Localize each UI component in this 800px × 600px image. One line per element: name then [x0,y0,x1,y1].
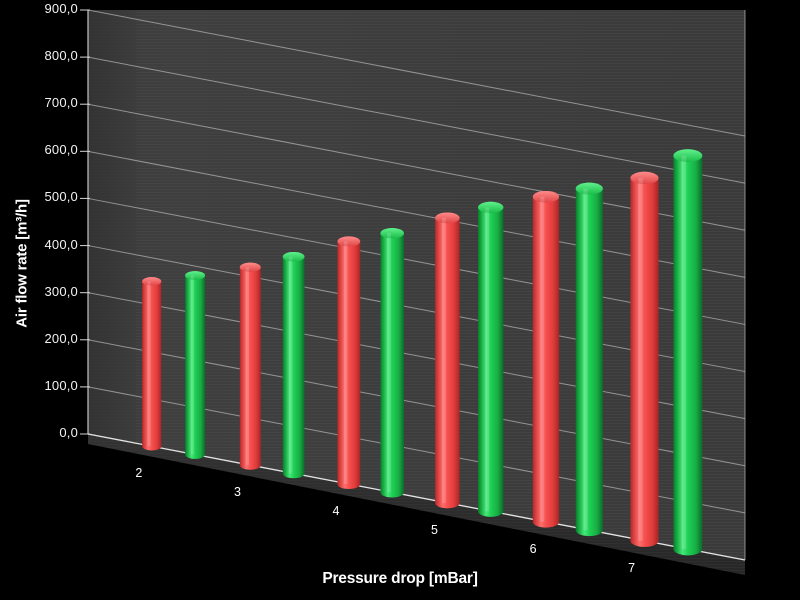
bar-series-2 [575,182,603,537]
bar-highlight [343,241,348,485]
bar-series-1 [630,171,659,547]
bar-highlight [147,281,151,447]
bar-body [380,228,404,498]
bar-series-2 [380,228,404,498]
bar-series-2 [478,201,504,517]
x-axis-tick-label: 7 [628,560,636,575]
y-axis-tick-label: 100,0 [44,377,78,393]
y-axis-tick-label: 700,0 [44,95,78,111]
x-axis-tick-label: 4 [332,504,340,519]
y-axis-tick-label: 200,0 [44,330,78,346]
y-axis-title: Air flow rate [m³/h] [13,199,31,328]
bar-highlight [441,217,446,503]
gridline [87,9,746,137]
bar-top-cap [337,236,361,247]
bar-highlight [190,275,194,455]
bar-highlight [681,155,687,550]
bar-highlight [540,196,545,522]
bar-highlight [485,207,490,512]
bar-body [435,212,460,509]
bar-highlight [638,177,643,541]
bar-top-cap [532,190,560,203]
bar-body [282,251,305,479]
x-axis-tick-label: 6 [529,541,537,556]
y-axis-tick-label: 800,0 [44,48,78,64]
bar-top-cap [630,171,659,185]
bar-top-cap [185,271,206,280]
bar-top-cap [575,182,603,195]
bar-top-cap [142,277,162,286]
bar-top-cap [435,212,460,224]
bar-top-cap [478,201,504,213]
bar-top-cap [239,262,261,272]
bar-series-1 [142,277,162,451]
y-axis-tick-label: 300,0 [44,283,78,299]
gridline [87,56,746,184]
bar-series-2 [673,149,703,556]
bar-top-cap [282,251,305,262]
bar-top-cap [673,149,703,163]
bar-highlight [288,256,293,474]
y-axis-tick-label: 500,0 [44,189,78,205]
bar-series-1 [435,212,460,509]
bar-highlight [583,188,588,531]
chart-bars [142,149,703,556]
bar-body [673,149,703,556]
bar-series-1 [532,190,560,528]
bar-body [337,236,361,490]
bar-body [142,277,162,451]
bar-body [239,262,261,470]
bar-body [575,182,603,537]
bar-series-1 [337,236,361,490]
x-axis-title: Pressure drop [mBar] [322,570,478,587]
y-axis-tick-label: 400,0 [44,236,78,252]
x-axis-tick-label: 5 [431,523,438,538]
bar-series-2 [185,271,206,459]
y-axis-tick-label: 0,0 [59,425,78,440]
bar-body [630,171,659,547]
bar-series-1 [239,262,261,470]
y-axis-tick-label: 600,0 [44,142,78,158]
bar-body [532,190,560,528]
bar-series-2 [282,251,305,479]
x-axis-tick-label: 3 [233,485,241,500]
bar-highlight [245,267,250,466]
chart-ytick-marks [80,9,90,435]
bar-top-cap [380,228,404,239]
x-axis-tick-label: 2 [135,466,143,481]
bar-body [478,201,504,517]
bar-highlight [387,233,391,493]
y-axis-tick-label: 900,0 [44,1,78,16]
bar-body [185,271,206,459]
